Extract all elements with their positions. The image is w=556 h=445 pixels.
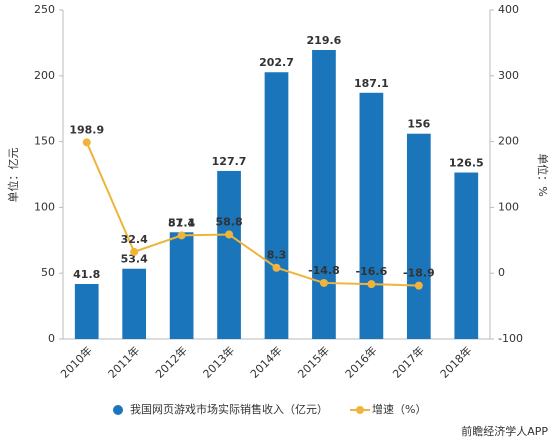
y2-tick-label: 0 — [498, 266, 505, 279]
x-tick-label: 2010年 — [57, 343, 94, 380]
y-tick-label: 150 — [34, 135, 55, 148]
x-tick-label: 2012年 — [152, 343, 189, 380]
x-tick-label: 2011年 — [105, 343, 142, 380]
x-tick-label: 2016年 — [342, 343, 379, 380]
value-label: 41.8 — [73, 268, 100, 281]
value-label: 202.7 — [259, 56, 294, 69]
y-axis-label: 单位：亿元 — [6, 148, 20, 203]
y-tick-label: 0 — [48, 332, 55, 345]
bar — [264, 72, 289, 340]
point — [177, 231, 186, 240]
y2-tick-label: 300 — [498, 69, 519, 82]
legend-label: 增速（%） — [372, 402, 426, 416]
bar — [122, 268, 147, 339]
y-tick-label: 100 — [34, 200, 55, 213]
value-label: 53.4 — [121, 253, 148, 266]
y2-tick-label: -100 — [498, 332, 523, 345]
value-label: 57.4 — [168, 216, 195, 229]
bar — [454, 172, 479, 339]
x-tick-label: 2013年 — [200, 343, 237, 380]
y-tick-label: 200 — [34, 69, 55, 82]
x-tick-label: 2017年 — [390, 343, 427, 380]
y2-tick-label: 200 — [498, 135, 519, 148]
point — [319, 278, 328, 287]
bar — [359, 92, 384, 339]
line — [85, 141, 419, 287]
x-tick-label: 2014年 — [247, 343, 284, 380]
value-label: 58.8 — [215, 216, 242, 229]
y2-tick-label: 400 — [498, 3, 519, 16]
point — [82, 138, 91, 147]
x-tick-label: 2015年 — [295, 343, 332, 380]
value-label: 198.9 — [69, 123, 104, 136]
bar — [312, 50, 336, 339]
legend-swatch — [356, 406, 364, 414]
point — [225, 230, 234, 239]
value-label: -14.8 — [308, 264, 340, 277]
bar — [74, 283, 99, 339]
value-label: -16.6 — [356, 265, 388, 278]
value-label: -18.9 — [403, 267, 435, 280]
y2-axis-label: 单位：% — [536, 153, 550, 196]
value-label: 219.6 — [307, 34, 342, 47]
value-label: 187.1 — [354, 77, 389, 90]
point — [367, 280, 376, 289]
point — [414, 281, 423, 290]
point — [272, 263, 281, 272]
value-label: 8.3 — [267, 249, 287, 262]
legend-label: 我国网页游戏市场实际销售收入（亿元） — [130, 402, 328, 416]
value-label: 32.4 — [121, 233, 148, 246]
value-label: 156 — [407, 118, 430, 131]
legend-swatch — [113, 405, 123, 415]
y2-tick-label: 100 — [498, 200, 519, 213]
point — [130, 247, 139, 256]
y-tick-label: 50 — [41, 266, 55, 279]
value-label: 126.5 — [449, 157, 484, 170]
x-tick-label: 2018年 — [437, 343, 474, 380]
value-label: 81.1 — [168, 216, 195, 229]
y-tick-label: 250 — [34, 3, 55, 16]
source: 前瞻经济学人APP — [461, 424, 548, 438]
bar — [406, 133, 431, 339]
bar — [217, 170, 241, 339]
value-label: 127.7 — [212, 155, 247, 168]
bar — [169, 232, 194, 339]
